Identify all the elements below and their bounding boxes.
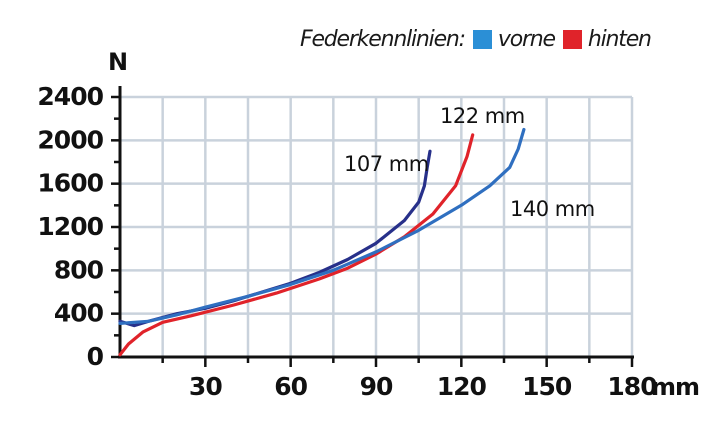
y-tick-label: 2000: [37, 125, 103, 154]
y-tick-label: 0: [87, 342, 104, 371]
y-tick-label: 400: [54, 299, 104, 328]
legend: Federkennlinien: vorne hinten: [300, 22, 652, 56]
legend-swatch-vorne: [472, 29, 492, 49]
legend-label-hinten: hinten: [587, 26, 652, 52]
legend-swatch-hinten: [562, 29, 582, 49]
x-tick-label: 120: [437, 372, 487, 401]
legend-item-hinten: hinten: [555, 26, 652, 52]
series-label-140-mm: 140 mm: [510, 197, 595, 221]
series-line-107-mm: [118, 149, 432, 328]
y-tick-label: 1200: [37, 212, 103, 241]
x-tick-label: 30: [189, 372, 222, 401]
series-line-140-mm: [118, 127, 526, 325]
y-axis-label: N: [108, 48, 127, 76]
legend-title: Federkennlinien:: [300, 26, 466, 52]
x-axis-unit: mm: [651, 373, 699, 401]
y-tick-label: 800: [54, 255, 104, 284]
x-tick-label: 90: [360, 372, 393, 401]
y-tick-label: 1600: [37, 169, 103, 198]
x-tick-label: 150: [522, 372, 572, 401]
x-tick-label: 180: [607, 372, 657, 401]
legend-label-vorne: vorne: [497, 26, 556, 52]
y-tick-label: 2400: [37, 82, 103, 111]
series-label-122-mm: 122 mm: [440, 104, 525, 128]
series-label-107-mm: 107 mm: [344, 152, 429, 176]
x-tick-label: 60: [274, 372, 307, 401]
series-line-122-mm: [118, 133, 475, 357]
legend-item-vorne: vorne: [465, 26, 556, 52]
